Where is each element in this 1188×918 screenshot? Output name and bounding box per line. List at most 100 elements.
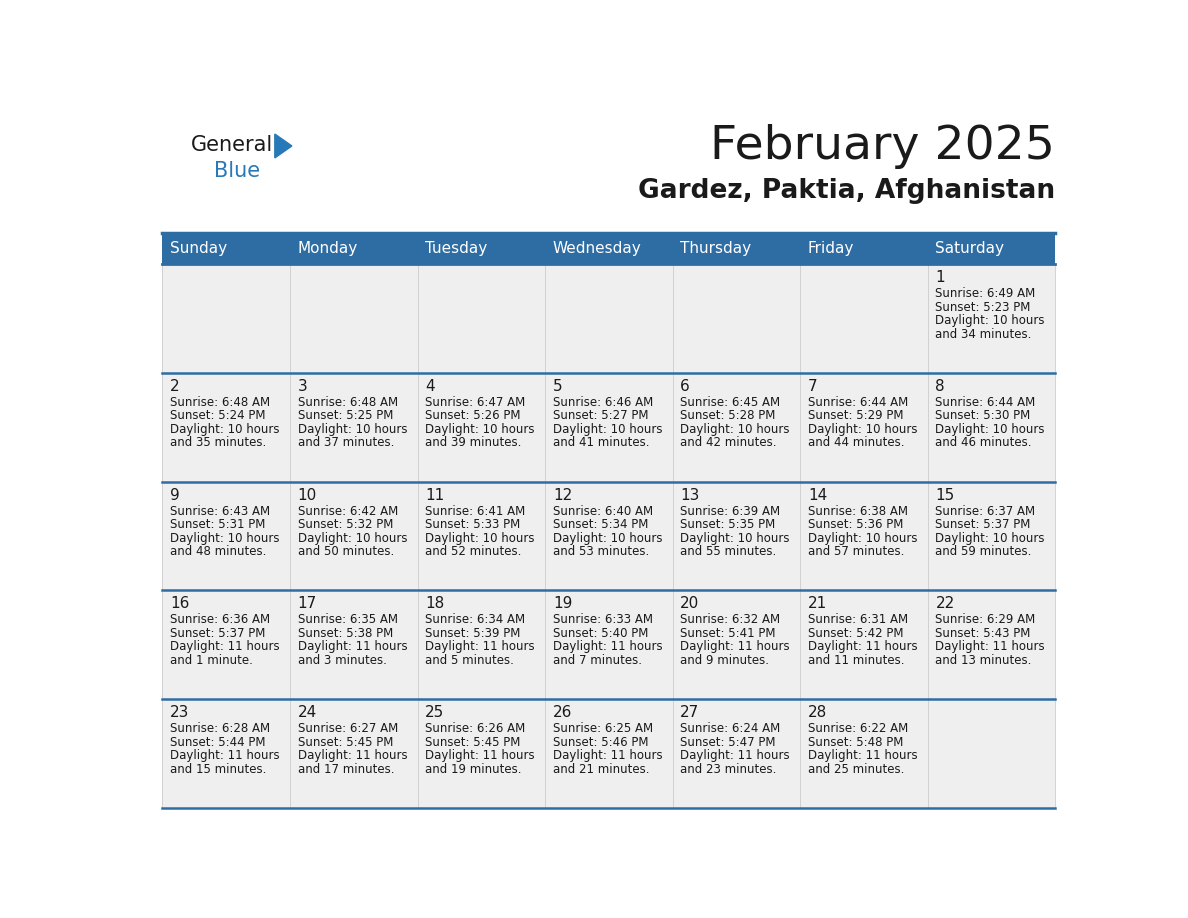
Bar bbox=[672, 233, 801, 264]
Text: Sunrise: 6:46 AM: Sunrise: 6:46 AM bbox=[552, 396, 653, 409]
Text: Monday: Monday bbox=[298, 241, 358, 256]
Polygon shape bbox=[274, 134, 292, 158]
Text: Daylight: 11 hours: Daylight: 11 hours bbox=[808, 749, 917, 762]
Text: 24: 24 bbox=[298, 705, 317, 721]
Bar bbox=[290, 699, 417, 808]
Text: Daylight: 11 hours: Daylight: 11 hours bbox=[298, 749, 407, 762]
Text: Sunrise: 6:37 AM: Sunrise: 6:37 AM bbox=[935, 505, 1036, 518]
Text: Sunset: 5:40 PM: Sunset: 5:40 PM bbox=[552, 627, 649, 640]
Bar bbox=[928, 233, 1055, 264]
Text: Sunset: 5:27 PM: Sunset: 5:27 PM bbox=[552, 409, 649, 422]
Text: Blue: Blue bbox=[214, 161, 260, 181]
Text: Sunset: 5:36 PM: Sunset: 5:36 PM bbox=[808, 518, 903, 532]
Text: Gardez, Paktia, Afghanistan: Gardez, Paktia, Afghanistan bbox=[638, 178, 1055, 204]
Text: and 44 minutes.: and 44 minutes. bbox=[808, 436, 904, 450]
Text: and 50 minutes.: and 50 minutes. bbox=[298, 545, 394, 558]
Text: Sunrise: 6:34 AM: Sunrise: 6:34 AM bbox=[425, 613, 525, 626]
Text: Sunset: 5:29 PM: Sunset: 5:29 PM bbox=[808, 409, 903, 422]
Text: Sunset: 5:44 PM: Sunset: 5:44 PM bbox=[170, 735, 266, 749]
Text: Daylight: 10 hours: Daylight: 10 hours bbox=[552, 532, 663, 544]
Text: 19: 19 bbox=[552, 597, 573, 611]
Text: Sunrise: 6:44 AM: Sunrise: 6:44 AM bbox=[808, 396, 908, 409]
Text: and 25 minutes.: and 25 minutes. bbox=[808, 763, 904, 776]
Bar bbox=[417, 373, 545, 482]
Text: Sunset: 5:38 PM: Sunset: 5:38 PM bbox=[298, 627, 393, 640]
Text: Tuesday: Tuesday bbox=[425, 241, 487, 256]
Text: Sunrise: 6:31 AM: Sunrise: 6:31 AM bbox=[808, 613, 908, 626]
Text: General: General bbox=[191, 135, 273, 155]
Text: 8: 8 bbox=[935, 379, 946, 394]
Text: 11: 11 bbox=[425, 487, 444, 503]
Text: 3: 3 bbox=[298, 379, 308, 394]
Text: and 37 minutes.: and 37 minutes. bbox=[298, 436, 394, 450]
Text: Sunset: 5:42 PM: Sunset: 5:42 PM bbox=[808, 627, 903, 640]
Text: Daylight: 11 hours: Daylight: 11 hours bbox=[681, 641, 790, 654]
Text: 27: 27 bbox=[681, 705, 700, 721]
Text: Daylight: 10 hours: Daylight: 10 hours bbox=[170, 532, 279, 544]
Bar bbox=[672, 590, 801, 699]
Text: Sunrise: 6:22 AM: Sunrise: 6:22 AM bbox=[808, 722, 908, 735]
Text: 15: 15 bbox=[935, 487, 955, 503]
Text: 6: 6 bbox=[681, 379, 690, 394]
Text: Daylight: 10 hours: Daylight: 10 hours bbox=[425, 532, 535, 544]
Bar bbox=[801, 590, 928, 699]
Text: Sunrise: 6:49 AM: Sunrise: 6:49 AM bbox=[935, 287, 1036, 300]
Text: Sunset: 5:43 PM: Sunset: 5:43 PM bbox=[935, 627, 1031, 640]
Text: 10: 10 bbox=[298, 487, 317, 503]
Text: Sunrise: 6:35 AM: Sunrise: 6:35 AM bbox=[298, 613, 398, 626]
Bar bbox=[290, 233, 417, 264]
Text: Daylight: 10 hours: Daylight: 10 hours bbox=[681, 423, 790, 436]
Bar bbox=[545, 482, 672, 590]
Text: Daylight: 10 hours: Daylight: 10 hours bbox=[808, 423, 917, 436]
Text: 22: 22 bbox=[935, 597, 955, 611]
Text: Sunrise: 6:48 AM: Sunrise: 6:48 AM bbox=[298, 396, 398, 409]
Text: 2: 2 bbox=[170, 379, 179, 394]
Text: Sunset: 5:45 PM: Sunset: 5:45 PM bbox=[298, 735, 393, 749]
Text: and 59 minutes.: and 59 minutes. bbox=[935, 545, 1032, 558]
Text: Daylight: 11 hours: Daylight: 11 hours bbox=[681, 749, 790, 762]
Bar bbox=[801, 482, 928, 590]
Text: Sunrise: 6:44 AM: Sunrise: 6:44 AM bbox=[935, 396, 1036, 409]
Text: Sunrise: 6:25 AM: Sunrise: 6:25 AM bbox=[552, 722, 653, 735]
Text: 9: 9 bbox=[170, 487, 179, 503]
Bar bbox=[290, 264, 417, 373]
Text: Daylight: 11 hours: Daylight: 11 hours bbox=[552, 749, 663, 762]
Bar bbox=[545, 699, 672, 808]
Text: 13: 13 bbox=[681, 487, 700, 503]
Bar bbox=[163, 264, 290, 373]
Text: Sunset: 5:33 PM: Sunset: 5:33 PM bbox=[425, 518, 520, 532]
Bar bbox=[928, 699, 1055, 808]
Text: Sunset: 5:47 PM: Sunset: 5:47 PM bbox=[681, 735, 776, 749]
Text: Sunset: 5:48 PM: Sunset: 5:48 PM bbox=[808, 735, 903, 749]
Text: and 57 minutes.: and 57 minutes. bbox=[808, 545, 904, 558]
Text: 26: 26 bbox=[552, 705, 573, 721]
Text: and 35 minutes.: and 35 minutes. bbox=[170, 436, 266, 450]
Text: Daylight: 10 hours: Daylight: 10 hours bbox=[935, 532, 1045, 544]
Bar bbox=[163, 233, 290, 264]
Text: Sunday: Sunday bbox=[170, 241, 227, 256]
Bar bbox=[163, 590, 290, 699]
Bar bbox=[545, 590, 672, 699]
Bar bbox=[801, 373, 928, 482]
Text: Sunset: 5:35 PM: Sunset: 5:35 PM bbox=[681, 518, 776, 532]
Text: Sunrise: 6:32 AM: Sunrise: 6:32 AM bbox=[681, 613, 781, 626]
Bar bbox=[928, 482, 1055, 590]
Text: and 19 minutes.: and 19 minutes. bbox=[425, 763, 522, 776]
Text: Sunset: 5:25 PM: Sunset: 5:25 PM bbox=[298, 409, 393, 422]
Text: Sunset: 5:39 PM: Sunset: 5:39 PM bbox=[425, 627, 520, 640]
Text: 21: 21 bbox=[808, 597, 827, 611]
Text: and 13 minutes.: and 13 minutes. bbox=[935, 654, 1032, 666]
Bar bbox=[672, 264, 801, 373]
Bar bbox=[163, 699, 290, 808]
Text: Daylight: 10 hours: Daylight: 10 hours bbox=[935, 314, 1045, 327]
Bar bbox=[163, 482, 290, 590]
Text: and 21 minutes.: and 21 minutes. bbox=[552, 763, 650, 776]
Text: 25: 25 bbox=[425, 705, 444, 721]
Text: Sunset: 5:46 PM: Sunset: 5:46 PM bbox=[552, 735, 649, 749]
Text: Friday: Friday bbox=[808, 241, 854, 256]
Text: and 53 minutes.: and 53 minutes. bbox=[552, 545, 649, 558]
Bar bbox=[672, 373, 801, 482]
Bar bbox=[801, 699, 928, 808]
Text: and 48 minutes.: and 48 minutes. bbox=[170, 545, 266, 558]
Text: Sunset: 5:24 PM: Sunset: 5:24 PM bbox=[170, 409, 266, 422]
